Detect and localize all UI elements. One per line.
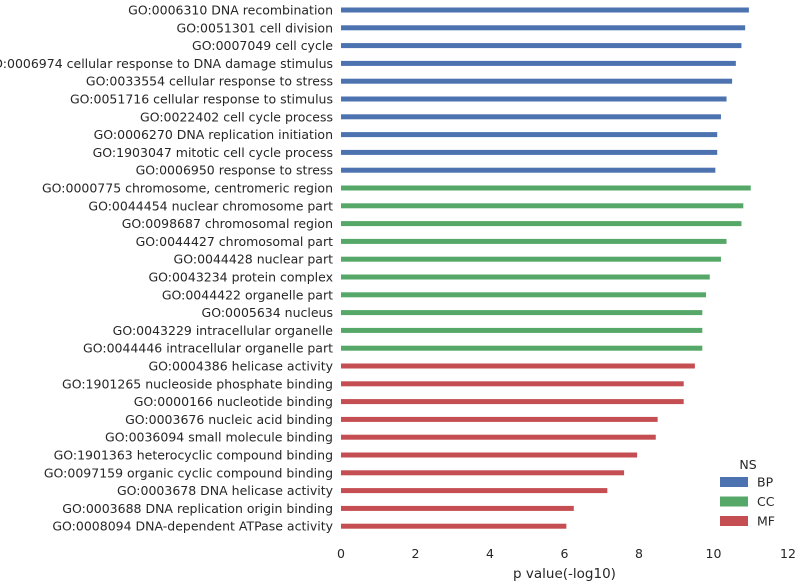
category-label: GO:0005634 nucleus — [202, 305, 333, 320]
x-tick-label: 6 — [561, 546, 569, 561]
legend-title: NS — [739, 457, 756, 472]
legend-label: BP — [757, 475, 774, 490]
category-label: GO:0004386 helicase activity — [148, 359, 333, 374]
x-axis-ticks: 0 2 4 6 8 10 12 — [337, 546, 796, 561]
bar — [341, 203, 744, 209]
category-label: GO:1901363 heterocyclic compound binding — [54, 448, 333, 463]
category-label: GO:0043229 intracellular organelle — [113, 323, 334, 338]
legend-swatch — [720, 496, 748, 507]
bar — [341, 167, 716, 173]
x-axis-title: p value(-log10) — [513, 566, 616, 582]
category-label: GO:0098687 chromosomal region — [122, 216, 333, 231]
bar — [341, 25, 746, 31]
bar — [341, 523, 567, 529]
x-tick-label: 4 — [486, 546, 494, 561]
category-label: GO:0006974 cellular response to DNA dama… — [0, 56, 333, 71]
bar — [341, 292, 707, 298]
bar — [341, 185, 751, 191]
legend-label: MF — [757, 514, 775, 529]
bar — [341, 114, 721, 120]
category-label: GO:0006270 DNA replication initiation — [94, 127, 333, 142]
bar — [341, 345, 703, 351]
bar — [341, 43, 742, 49]
x-tick-label: 8 — [635, 546, 643, 561]
bar — [341, 310, 703, 316]
category-label: GO:0051301 cell division — [177, 20, 333, 35]
bar — [341, 399, 684, 405]
bar — [341, 434, 656, 440]
category-label: GO:0036094 small molecule binding — [105, 430, 333, 445]
category-label: GO:0044428 nuclear part — [174, 252, 334, 267]
category-label: GO:0003688 DNA replication origin bindin… — [62, 501, 333, 516]
legend-swatch — [720, 477, 748, 487]
bars-layer — [341, 7, 751, 529]
bar — [341, 416, 658, 422]
bar — [341, 256, 721, 262]
bar — [341, 149, 718, 155]
bar — [341, 60, 736, 66]
category-label: GO:0097159 organic cyclic compound bindi… — [44, 465, 333, 480]
bar — [341, 7, 749, 13]
category-label: GO:0007049 cell cycle — [192, 38, 333, 53]
legend-label: CC — [757, 494, 775, 509]
bar — [341, 96, 727, 102]
bar — [341, 274, 710, 280]
category-label: GO:0003676 nucleic acid binding — [125, 412, 333, 427]
category-label: GO:0008094 DNA-dependent ATPase activity — [52, 519, 333, 534]
bar — [341, 470, 625, 476]
bar — [341, 132, 718, 138]
bar — [341, 221, 742, 227]
category-label: GO:0000775 chromosome, centromeric regio… — [42, 181, 333, 196]
bar — [341, 452, 638, 458]
bar — [341, 327, 703, 333]
category-label: GO:1903047 mitotic cell cycle process — [93, 145, 333, 160]
category-label: GO:0044446 intracellular organelle part — [83, 341, 333, 356]
bar — [341, 488, 608, 494]
x-tick-label: 10 — [706, 546, 722, 561]
category-label: GO:0022402 cell cycle process — [140, 109, 333, 124]
category-label: GO:0044427 chromosomal part — [136, 234, 333, 249]
category-labels: GO:0006310 DNA recombination GO:0051301 c… — [0, 3, 334, 534]
legend-swatch — [720, 516, 748, 526]
x-tick-label: 12 — [780, 546, 796, 561]
category-label: GO:0006950 response to stress — [136, 163, 333, 178]
bar — [341, 78, 733, 84]
category-label: GO:0044454 nuclear chromosome part — [88, 198, 333, 213]
legend: NS BP CC MF — [720, 457, 775, 529]
category-label: GO:0006310 DNA recombination — [128, 3, 333, 18]
bar — [341, 238, 727, 244]
category-label: GO:0051716 cellular response to stimulus — [70, 92, 333, 107]
x-tick-label: 0 — [337, 546, 345, 561]
x-tick-label: 2 — [412, 546, 420, 561]
bar — [341, 381, 684, 387]
category-label: GO:0043234 protein complex — [148, 270, 333, 285]
category-label: GO:0000166 nucleotide binding — [134, 394, 333, 409]
category-label: GO:0003678 DNA helicase activity — [117, 483, 334, 498]
bar — [341, 363, 695, 369]
category-label: GO:0044422 organelle part — [162, 287, 333, 302]
bar — [341, 505, 574, 511]
category-label: GO:1901265 nucleoside phosphate binding — [62, 376, 333, 391]
category-label: GO:0033554 cellular response to stress — [86, 74, 333, 89]
